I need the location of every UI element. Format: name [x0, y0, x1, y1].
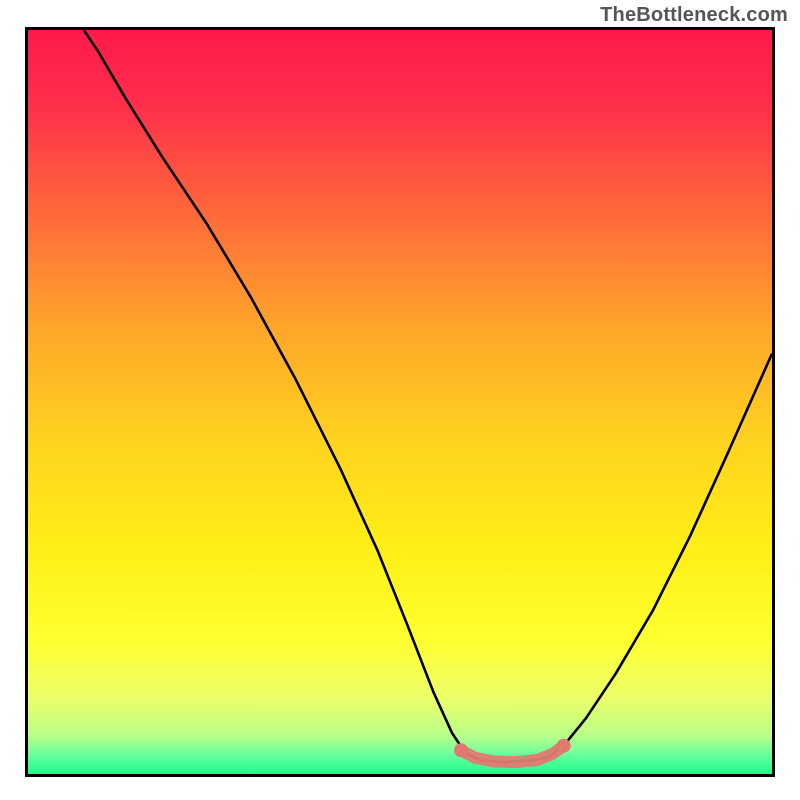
chart-background-gradient — [28, 30, 772, 774]
optimal-range-endpoint-left — [454, 743, 468, 757]
optimal-range-endpoint-right — [557, 739, 571, 753]
chart-svg — [0, 0, 800, 800]
chart-canvas: TheBottleneck.com — [0, 0, 800, 800]
